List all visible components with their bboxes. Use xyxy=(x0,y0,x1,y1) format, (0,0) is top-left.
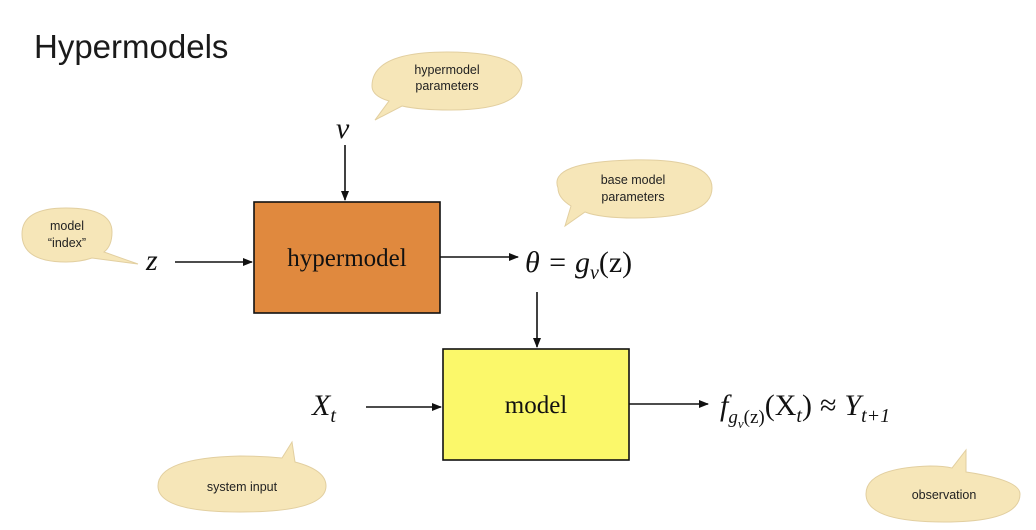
theta-eq-arg: (z) xyxy=(599,246,632,279)
approx-sign: ≈ xyxy=(820,389,836,422)
x-t-symbol: Xt xyxy=(311,389,336,427)
hypermodel-box-label: hypermodel xyxy=(287,245,406,272)
nu-symbol: ν xyxy=(336,112,350,145)
callout-system-input-text: system input xyxy=(207,480,278,494)
callout-observation: observation xyxy=(865,448,1021,523)
f-arg-close: ) xyxy=(802,389,812,422)
callout-model-index-line1: model xyxy=(50,219,84,233)
hypermodel-box: hypermodel xyxy=(253,201,441,314)
callout-base-model-parameters: base model parameters xyxy=(556,159,713,228)
f-sub-g: g xyxy=(728,407,738,428)
z-symbol: z xyxy=(145,244,158,277)
x-main: X xyxy=(311,389,332,422)
callout-hypermodel-parameters-line2: parameters xyxy=(415,79,478,93)
y-sub: t+1 xyxy=(861,405,890,427)
f-sub-nu: ν xyxy=(738,416,744,431)
callout-model-index-line2: “index” xyxy=(48,236,86,250)
f-arg-open: (X xyxy=(765,389,797,422)
callout-hypermodel-parameters: hypermodel parameters xyxy=(371,51,523,121)
x-sub: t xyxy=(330,405,336,427)
callout-observation-text: observation xyxy=(912,488,977,502)
theta-eq-sub: ν xyxy=(590,262,599,284)
f-arg-sub: t xyxy=(796,405,802,427)
callout-hypermodel-parameters-line1: hypermodel xyxy=(414,63,479,77)
output-equation: fgν(z)(Xt) ≈ Yt+1 xyxy=(720,389,890,431)
callout-model-index: model “index” xyxy=(21,207,139,265)
y-main: Y xyxy=(844,389,864,422)
model-box-label: model xyxy=(505,392,568,419)
svg-text:Xt: Xt xyxy=(311,389,336,427)
svg-text:θ = gν(z): θ = gν(z) xyxy=(525,246,632,284)
theta-equation: θ = gν(z) xyxy=(525,246,632,284)
callout-base-model-parameters-line2: parameters xyxy=(601,190,664,204)
f-sub-z: (z) xyxy=(744,407,765,428)
svg-text:fgν(z)(Xt)≈Yt+1: fgν(z)(Xt) ≈ Yt+1 xyxy=(720,389,890,431)
callout-base-model-parameters-line1: base model xyxy=(601,173,666,187)
page-title: Hypermodels xyxy=(34,28,228,65)
theta-eq-main: θ = g xyxy=(525,246,590,279)
callout-system-input: system input xyxy=(157,440,327,513)
model-box: model xyxy=(442,348,630,461)
